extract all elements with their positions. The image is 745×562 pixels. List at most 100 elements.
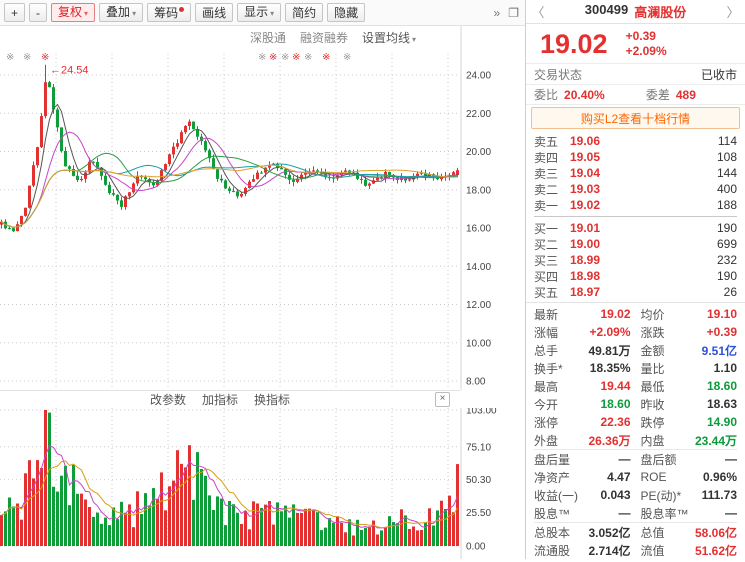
- level-label: 买四: [534, 269, 559, 284]
- orderbook-divider: [534, 216, 737, 217]
- stock-name: 高澜股份: [634, 5, 687, 21]
- bid-row[interactable]: 买二 19.00 699: [534, 236, 737, 252]
- stat-label: 今开: [534, 397, 559, 412]
- stat-cell: 股息™ —: [534, 505, 631, 522]
- ask-row[interactable]: 卖四 19.05 108: [534, 149, 737, 165]
- volume-chart[interactable]: 103.00 75.10 50.30 25.50 0.00: [0, 406, 526, 559]
- stat-cell: 涨幅 +2.09%: [534, 324, 631, 341]
- stat-cell: 昨收 18.63: [641, 396, 738, 413]
- weicha-label: 委差: [645, 88, 670, 103]
- add-indicator-link[interactable]: 加指标: [202, 393, 239, 407]
- stat-cell: 总值 58.06亿: [641, 524, 738, 541]
- prev-stock-icon[interactable]: 〈: [531, 5, 545, 21]
- stat-label: 总手: [534, 343, 559, 358]
- toolbar-hide-button[interactable]: 隐藏: [327, 3, 366, 22]
- svg-text:※: ※: [23, 52, 31, 63]
- bid-row[interactable]: 买三 18.99 232: [534, 252, 737, 268]
- stats-row: 今开 18.60 昨收 18.63: [534, 395, 737, 413]
- close-indicator-icon[interactable]: ×: [435, 392, 450, 407]
- svg-text:※: ※: [343, 52, 351, 63]
- stat-label: 流值: [640, 543, 665, 558]
- ask-row[interactable]: 卖五 19.06 114: [534, 133, 737, 149]
- bid-row[interactable]: 买四 18.98 190: [534, 268, 737, 284]
- ask-row[interactable]: 卖三 19.04 144: [534, 165, 737, 181]
- level-volume: 108: [716, 150, 737, 164]
- candlestick-chart[interactable]: 24.00 22.00 20.00 18.00 16.00 14.00 12.00 10.00…: [0, 26, 526, 390]
- change-params-link[interactable]: 改参数: [150, 393, 187, 407]
- toolbar-zoom-in-button[interactable]: +: [4, 3, 26, 22]
- stat-value: 26.36万: [588, 433, 631, 448]
- stat-cell: ROE 0.96%: [641, 470, 738, 484]
- stat-cell: 流通股 2.714亿: [534, 542, 631, 559]
- ask-levels: 卖五 19.06 114 卖四 19.05 108 卖三 19.04 144 卖二 19.03 400…: [534, 133, 737, 213]
- stat-value: 2.714亿: [588, 543, 631, 558]
- stat-cell: 股息率™ —: [641, 505, 738, 522]
- link-shenzhen-connect[interactable]: 深股通: [250, 31, 287, 45]
- toolbar-draw-line-button[interactable]: 画线: [195, 3, 234, 22]
- svg-text:※: ※: [258, 52, 266, 63]
- level-label: 买一: [534, 221, 559, 236]
- toolbar-chips-button[interactable]: 筹码: [147, 3, 192, 22]
- last-price: 19.02: [540, 28, 608, 59]
- toolbar-overlay-button[interactable]: 叠加 ▾: [99, 3, 144, 22]
- price-block: 19.02 +0.39 +2.09%: [526, 24, 745, 65]
- stat-label: 盘后量: [534, 452, 571, 467]
- toolbar-adjust-price-button[interactable]: 复权 ▾: [51, 3, 96, 22]
- stats-grid: 最新 19.02 均价 19.10 涨幅 +2.09% 涨跌 +0.39 总手 49.81万 金额 9…: [526, 303, 745, 559]
- level-price: 18.98: [570, 269, 601, 283]
- stat-value: 49.81万: [588, 343, 631, 358]
- popout-window-icon[interactable]: ❐: [508, 5, 519, 20]
- stat-label: 盘后额: [640, 452, 677, 467]
- toolbar-simple-button[interactable]: 简约: [285, 3, 324, 22]
- stats-row: 最新 19.02 均价 19.10: [534, 305, 737, 323]
- svg-text:22.00: 22.00: [466, 109, 491, 120]
- ask-row[interactable]: 卖二 19.03 400: [534, 181, 737, 197]
- level-volume: 699: [716, 237, 737, 251]
- svg-text:※: ※: [6, 52, 14, 63]
- trade-status-label: 交易状态: [534, 67, 583, 82]
- stat-value: 3.052亿: [588, 525, 631, 540]
- more-tools-icon[interactable]: »: [493, 5, 501, 20]
- stat-label: PE(动)*: [640, 488, 682, 503]
- l2-upsell-link[interactable]: 购买L2查看十档行情: [531, 107, 740, 129]
- stat-label: 总股本: [534, 525, 571, 540]
- link-margin-trading[interactable]: 融资融券: [300, 31, 349, 45]
- level-price: 19.06: [570, 134, 601, 148]
- next-stock-icon[interactable]: 〉: [726, 5, 740, 21]
- svg-text:※: ※: [41, 52, 49, 63]
- stats-row: 总股本 3.052亿 总值 58.06亿: [534, 522, 737, 541]
- toolbar-display-button[interactable]: 显示 ▾: [237, 3, 282, 22]
- level-price: 19.00: [570, 237, 601, 251]
- level-label: 买三: [534, 253, 559, 268]
- level-label: 卖三: [534, 166, 559, 181]
- toolbar-buttons: + - 复权 ▾ 叠加 ▾ 筹码 画线 显示 ▾ 简约 隐藏: [4, 3, 366, 22]
- ask-row[interactable]: 卖一 19.02 188: [534, 197, 737, 213]
- stat-label: 涨跌: [640, 325, 665, 340]
- stats-row: 盘后量 — 盘后额 —: [534, 449, 737, 468]
- svg-text:12.00: 12.00: [466, 300, 491, 311]
- stat-value: 18.35%: [589, 361, 631, 375]
- bid-row[interactable]: 买一 19.01 190: [534, 220, 737, 236]
- stats-row: 流通股 2.714亿 流值 51.62亿: [534, 541, 737, 559]
- stat-cell: 最新 19.02: [534, 306, 631, 323]
- stats-row: 总手 49.81万 金额 9.51亿: [534, 341, 737, 359]
- stat-value: 0.96%: [702, 470, 737, 484]
- svg-text:20.00: 20.00: [466, 147, 491, 158]
- svg-text:10.00: 10.00: [466, 338, 491, 349]
- level-label: 卖五: [534, 134, 559, 149]
- stat-value: 9.51亿: [701, 343, 737, 358]
- stat-value: 18.63: [706, 397, 737, 411]
- stat-value: +2.09%: [589, 325, 631, 339]
- level-volume: 26: [723, 285, 737, 299]
- svg-text:103.00: 103.00: [466, 408, 497, 417]
- stat-label: 净资产: [534, 470, 571, 485]
- level-label: 买五: [534, 285, 559, 300]
- switch-indicator-link[interactable]: 换指标: [254, 393, 291, 407]
- toolbar-zoom-out-button[interactable]: -: [29, 3, 48, 22]
- quote-header: 〈 300499 高澜股份 〉: [526, 0, 745, 25]
- ma-settings-button[interactable]: 设置均线 ▾: [362, 29, 416, 46]
- bid-row[interactable]: 买五 18.97 26: [534, 284, 737, 300]
- stat-cell: 盘后量 —: [534, 451, 631, 468]
- stat-value: —: [725, 452, 737, 466]
